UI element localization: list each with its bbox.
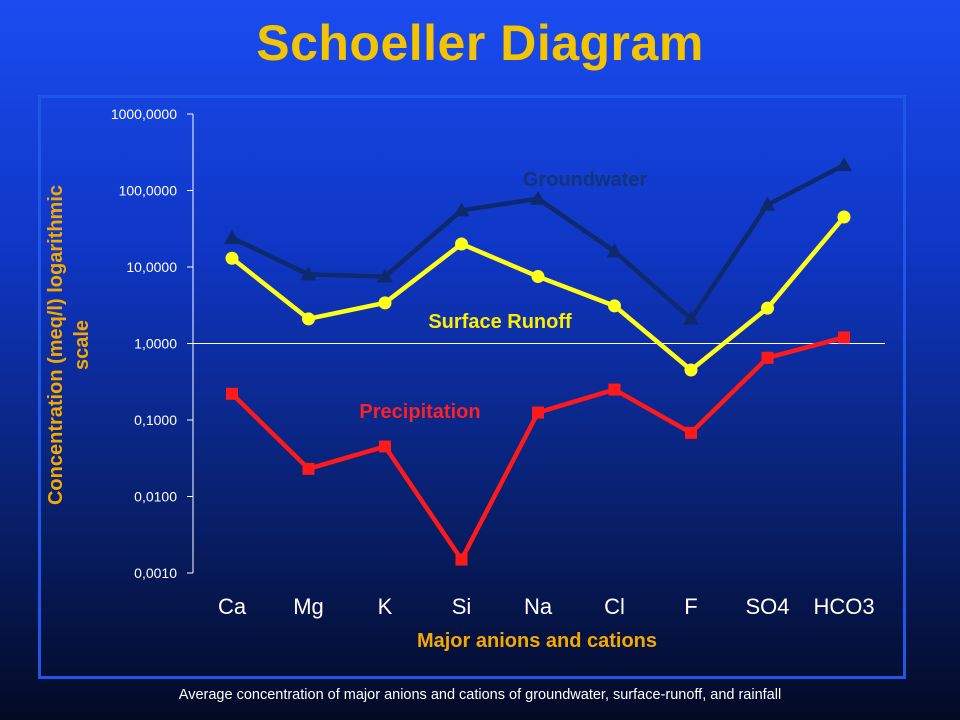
x-tick-label: Na — [524, 594, 553, 619]
precipitation-point — [838, 331, 850, 344]
precipitation-point — [685, 426, 697, 439]
surface-runoff-point — [761, 301, 774, 315]
groundwater-point — [377, 268, 393, 283]
groundwater-point — [836, 157, 852, 172]
surface-runoff-point — [684, 363, 698, 377]
y-tick-label: 0,1000 — [134, 412, 177, 428]
series-label-precipitation: Precipitation — [359, 401, 480, 423]
y-axis-title-line: scale — [71, 320, 93, 370]
y-axis-title: Concentration (meq/l) logarithmic scale — [45, 185, 93, 505]
groundwater-point — [453, 202, 470, 217]
series-label-groundwater: Groundwater — [523, 169, 648, 191]
surface-runoff-point — [837, 210, 851, 224]
surface-runoff-point — [531, 270, 545, 284]
precipitation-point — [761, 351, 774, 364]
slide-title: Schoeller Diagram — [256, 15, 704, 71]
x-tick-label: F — [684, 594, 697, 619]
precipitation-point — [532, 406, 544, 419]
groundwater-point — [606, 243, 623, 258]
series-line-surface-runoff — [230, 215, 846, 373]
groundwater-point — [224, 229, 240, 244]
precipitation-point — [302, 462, 315, 475]
chart-frame: 1000,0000 100,0000 10,0000 1,0000 0,1000 0,01… — [38, 95, 906, 679]
groundwater-point — [759, 196, 776, 211]
y-tick-label: 1,0000 — [134, 336, 177, 352]
precipitation-point — [379, 440, 391, 453]
schoeller-chart: 1000,0000 100,0000 10,0000 1,0000 0,1000 0,01… — [45, 106, 885, 652]
surface-runoff-point — [302, 312, 315, 326]
figure-caption: Average concentration of major anions an… — [178, 687, 782, 703]
groundwater-point — [300, 266, 317, 281]
y-tick-label: 0,0010 — [134, 565, 177, 581]
surface-runoff-point — [608, 299, 621, 313]
surface-runoff-point — [455, 237, 468, 251]
y-tick-label: 1000,0000 — [111, 106, 177, 122]
x-tick-label: K — [378, 594, 393, 619]
surface-runoff-point — [378, 296, 392, 310]
precipitation-point — [455, 553, 468, 566]
y-tick-label: 10,0000 — [126, 259, 177, 275]
x-axis-title: Major anions and cations — [417, 630, 657, 652]
y-axis-title-line: Concentration (meq/l) logarithmic — [45, 185, 67, 505]
x-tick-label: Cl — [604, 594, 625, 619]
groundwater-point — [683, 310, 699, 325]
y-tick-label: 0,0100 — [134, 489, 177, 505]
precipitation-point — [608, 383, 621, 396]
x-tick-label: Mg — [293, 594, 324, 619]
x-tick-label: SO4 — [745, 594, 789, 619]
series-label-surface-runoff: Surface Runoff — [428, 311, 572, 333]
precipitation-point — [226, 387, 238, 400]
x-tick-label: Ca — [218, 594, 247, 619]
y-tick-label: 100,0000 — [119, 183, 178, 199]
x-tick-label: HCO3 — [813, 594, 874, 619]
series-line-precipitation — [230, 335, 845, 562]
x-tick-label: Si — [452, 594, 472, 619]
groundwater-point — [530, 190, 546, 205]
surface-runoff-point — [225, 251, 239, 265]
